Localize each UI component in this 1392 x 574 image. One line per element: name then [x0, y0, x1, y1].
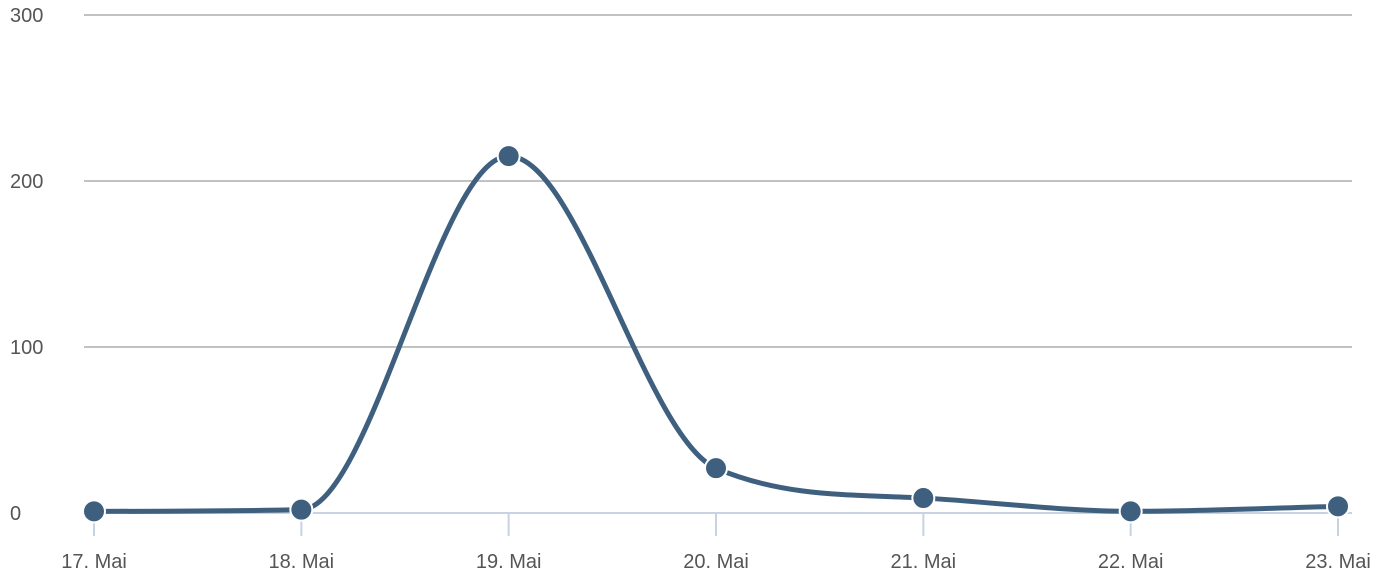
x-tick-label: 19. Mai: [476, 551, 542, 573]
series-layer: [91, 153, 1341, 514]
data-point-3: [704, 456, 728, 481]
x-tick-label: 21. Mai: [891, 551, 957, 573]
y-tick-label-200: 200: [10, 171, 43, 193]
data-point-0: [82, 499, 106, 524]
x-tick-label: 18. Mai: [269, 551, 335, 573]
data-point-1: [289, 497, 314, 522]
y-tick-label-0: 0: [10, 503, 21, 525]
y-tick-label-300: 300: [10, 5, 43, 27]
x-tick-label: 22. Mai: [1098, 551, 1164, 573]
data-point-6: [1326, 494, 1350, 519]
x-tick-label: 17. Mai: [61, 551, 127, 573]
data-point-5: [1118, 499, 1143, 524]
y-tick-label-100: 100: [10, 337, 43, 359]
grid-layer: [84, 14, 1352, 348]
data-point-4: [911, 486, 936, 511]
series-line-0: [91, 153, 1341, 514]
data-point-2: [496, 144, 521, 169]
axis-layer: 0 100 200 300 17. Mai 18. Mai 19. Mai 20. Mai 21…: [10, 5, 1371, 573]
x-tick-label: 20. Mai: [683, 551, 749, 573]
x-tick-label: 23. Mai: [1305, 551, 1371, 573]
point-layer: [82, 144, 1350, 524]
